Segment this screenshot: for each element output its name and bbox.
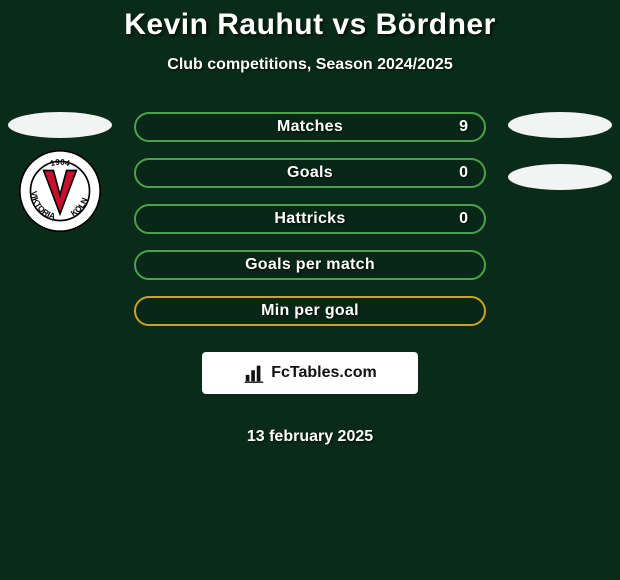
stat-value: 9 bbox=[459, 118, 468, 136]
page-title: Kevin Rauhut vs Bördner bbox=[0, 8, 620, 42]
stat-label: Goals bbox=[287, 164, 333, 182]
stat-bar-min-per-goal: Min per goal bbox=[134, 296, 486, 326]
main-layout: 1904 VIKTORIA KÖLN Matches 9 Goals 0 bbox=[0, 112, 620, 446]
stat-label: Matches bbox=[277, 118, 343, 136]
date-line: 13 february 2025 bbox=[247, 428, 373, 446]
brand-banner: FcTables.com bbox=[202, 352, 418, 394]
brand-text: FcTables.com bbox=[271, 364, 377, 382]
left-column: 1904 VIKTORIA KÖLN bbox=[0, 112, 120, 232]
right-placeholder-ellipse-2 bbox=[508, 164, 612, 190]
bar-chart-icon bbox=[243, 362, 265, 384]
stat-value: 0 bbox=[459, 210, 468, 228]
stat-bar-hattricks: Hattricks 0 bbox=[134, 204, 486, 234]
stat-bar-matches: Matches 9 bbox=[134, 112, 486, 142]
viktoria-koln-logo: 1904 VIKTORIA KÖLN bbox=[19, 150, 101, 232]
stats-column: Matches 9 Goals 0 Hattricks 0 Goals per … bbox=[120, 112, 500, 446]
stat-label: Goals per match bbox=[245, 256, 375, 274]
stat-bar-goals-per-match: Goals per match bbox=[134, 250, 486, 280]
stat-value: 0 bbox=[459, 164, 468, 182]
stat-label: Min per goal bbox=[261, 302, 359, 320]
stat-label: Hattricks bbox=[274, 210, 345, 228]
left-placeholder-ellipse bbox=[8, 112, 112, 138]
right-placeholder-ellipse-1 bbox=[508, 112, 612, 138]
stat-bar-goals: Goals 0 bbox=[134, 158, 486, 188]
page-subtitle: Club competitions, Season 2024/2025 bbox=[0, 56, 620, 74]
right-column bbox=[500, 112, 620, 190]
